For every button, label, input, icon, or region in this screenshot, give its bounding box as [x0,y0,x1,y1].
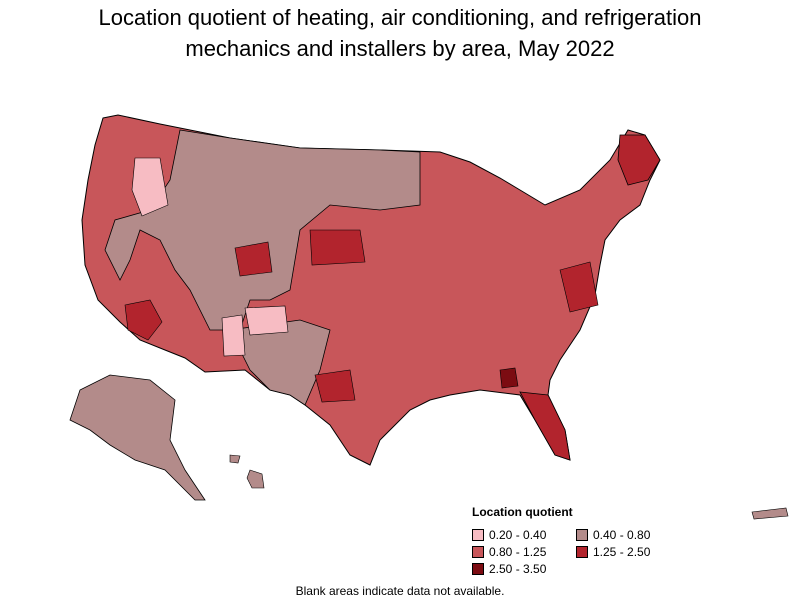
legend-item: 0.80 - 1.25 [472,545,576,559]
region-colorado-dark [234,241,273,277]
legend-label: 2.50 - 3.50 [489,562,547,576]
legend-label: 0.20 - 0.40 [489,528,547,542]
title-line-1: Location quotient of heating, air condit… [98,5,702,30]
legend-label: 0.40 - 0.80 [593,528,651,542]
legend-label: 0.80 - 1.25 [489,545,547,559]
region-arizona-dark [124,299,163,341]
region-kansas-dark [309,229,366,266]
region-puerto-rico [751,507,789,520]
legend-item: 0.20 - 0.40 [472,528,576,542]
legend-swatch [472,546,484,558]
region-hawaii [246,469,265,489]
region-hawaii-island-2 [229,454,241,464]
region-georgia-darkest [499,367,519,389]
region-southwest-texas [229,319,331,406]
region-florida [519,391,571,461]
region-alaska [69,374,206,501]
title-line-2: mechanics and installers by area, May 20… [185,36,615,61]
legend-swatch [576,529,588,541]
legend-item: 0.40 - 0.80 [576,528,680,542]
map-title: Location quotient of heating, air condit… [0,2,800,64]
region-idaho-low [131,157,169,217]
footnote: Blank areas indicate data not available. [295,584,505,598]
legend-label: 1.25 - 2.50 [593,545,651,559]
region-new-mexico-low [221,314,246,357]
legend-swatch [472,563,484,575]
legend-item: 1.25 - 2.50 [576,545,680,559]
legend-swatch [472,529,484,541]
region-texas-dark [314,369,356,403]
legend-item: 2.50 - 3.50 [472,562,576,576]
legend-title: Location quotient [472,505,573,519]
region-north-new-mexico-low [244,305,289,336]
legend-grid: 0.20 - 0.40 0.40 - 0.80 0.80 - 1.25 1.25… [472,528,680,576]
region-maine [617,134,661,186]
legend-swatch [576,546,588,558]
region-virginia-dark [559,261,599,313]
map-legend: Location quotient 0.20 - 0.40 0.40 - 0.8… [472,505,680,576]
